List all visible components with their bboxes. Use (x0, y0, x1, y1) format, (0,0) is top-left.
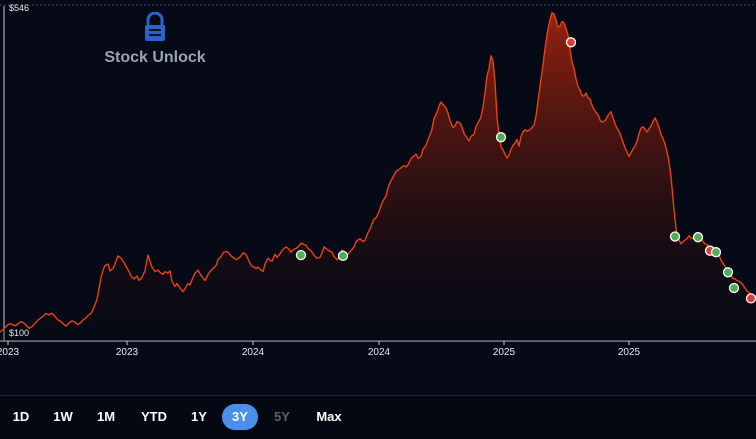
x-tick-label: 2024 (367, 347, 391, 358)
buy-marker[interactable] (495, 132, 507, 143)
buy-marker[interactable] (337, 250, 349, 262)
buy-marker[interactable] (692, 232, 704, 243)
buy-marker[interactable] (295, 249, 307, 261)
x-tick-label: 2023 (115, 347, 139, 358)
buy-marker[interactable] (710, 247, 722, 258)
time-range-selector: 1D 1W 1M YTD 1Y 3Y 5Y Max (0, 395, 756, 439)
range-1w-button[interactable]: 1W (53, 409, 73, 424)
range-1m-button[interactable]: 1M (96, 409, 116, 424)
lock-icon (145, 11, 165, 41)
range-1y-button[interactable]: 1Y (191, 409, 207, 424)
y-axis-min-label: $100 (9, 328, 30, 338)
watermark-logo-text: Stock Unlock (104, 49, 206, 66)
range-1d-button[interactable]: 1D (12, 409, 30, 424)
x-tick-label: 2023 (0, 347, 20, 358)
buy-marker[interactable] (722, 267, 734, 278)
x-tick-label: 2024 (241, 347, 265, 358)
x-tick-label: 2025 (617, 347, 641, 358)
sell-marker[interactable] (745, 293, 756, 304)
x-tick-label: 2025 (492, 347, 516, 358)
buy-marker[interactable] (728, 282, 740, 294)
range-5y-button: 5Y (274, 409, 290, 424)
range-3y-button[interactable]: 3Y (222, 404, 258, 430)
price-line (0, 11, 756, 333)
sell-marker[interactable] (565, 37, 577, 48)
buy-marker[interactable] (669, 231, 681, 242)
range-ytd-button[interactable]: YTD (141, 409, 167, 424)
price-area-fill (0, 12, 756, 341)
y-axis-max-label: $546 (9, 3, 30, 13)
price-chart[interactable]: $546 $100 2023 2023 2024 2024 2025 2025 … (0, 0, 756, 395)
price-chart-svg (0, 4, 756, 345)
range-max-button[interactable]: Max (316, 409, 342, 424)
watermark-logo: Stock Unlock (100, 11, 210, 67)
